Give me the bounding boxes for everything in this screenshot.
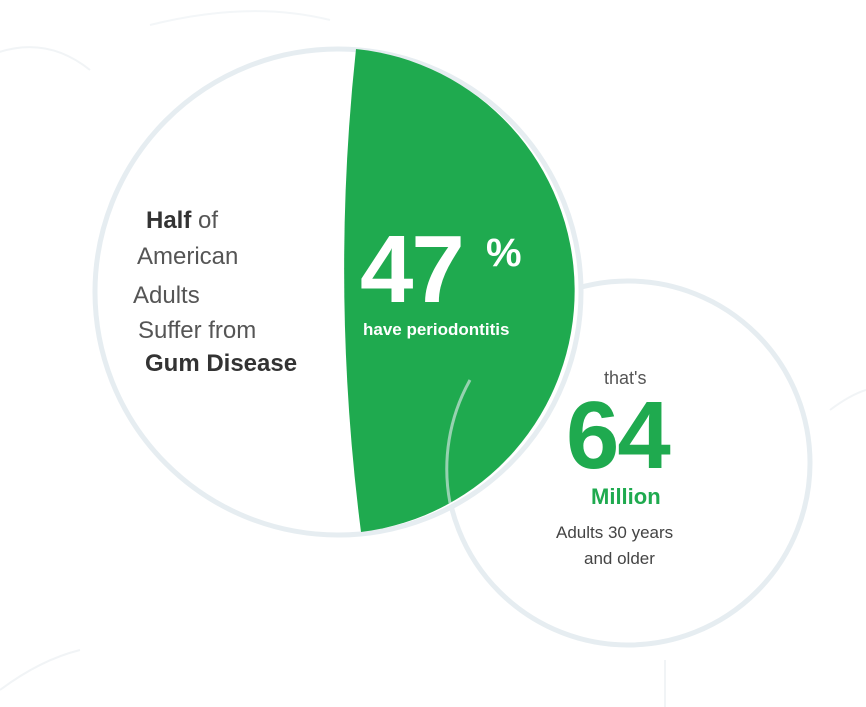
and-older-text: and older xyxy=(584,549,655,568)
adults-text: Adults xyxy=(133,282,200,309)
american-text: American xyxy=(137,243,239,270)
million-text: Million xyxy=(591,484,661,509)
half-of-line: Half of xyxy=(146,209,218,233)
background-arc-bottom-left xyxy=(0,649,81,691)
sixty-four-number: 64 xyxy=(566,382,671,489)
half-bold-text: Half xyxy=(146,207,192,234)
background-arc-right xyxy=(829,389,866,411)
background-arc-top xyxy=(149,10,331,26)
adults-30-years-text: Adults 30 years xyxy=(556,523,674,542)
thats-text: that's xyxy=(604,368,647,388)
of-text: of xyxy=(198,207,219,234)
percent-sign: % xyxy=(486,231,522,275)
background-arc-left xyxy=(0,46,91,71)
gum-disease-text: Gum Disease xyxy=(145,350,298,377)
suffer-from-text: Suffer from xyxy=(138,317,257,344)
percent-number: 47 xyxy=(360,216,465,323)
periodontitis-caption: have periodontitis xyxy=(363,320,510,339)
right-circle-overlap-arc xyxy=(445,379,472,504)
percent-segment xyxy=(344,49,575,532)
